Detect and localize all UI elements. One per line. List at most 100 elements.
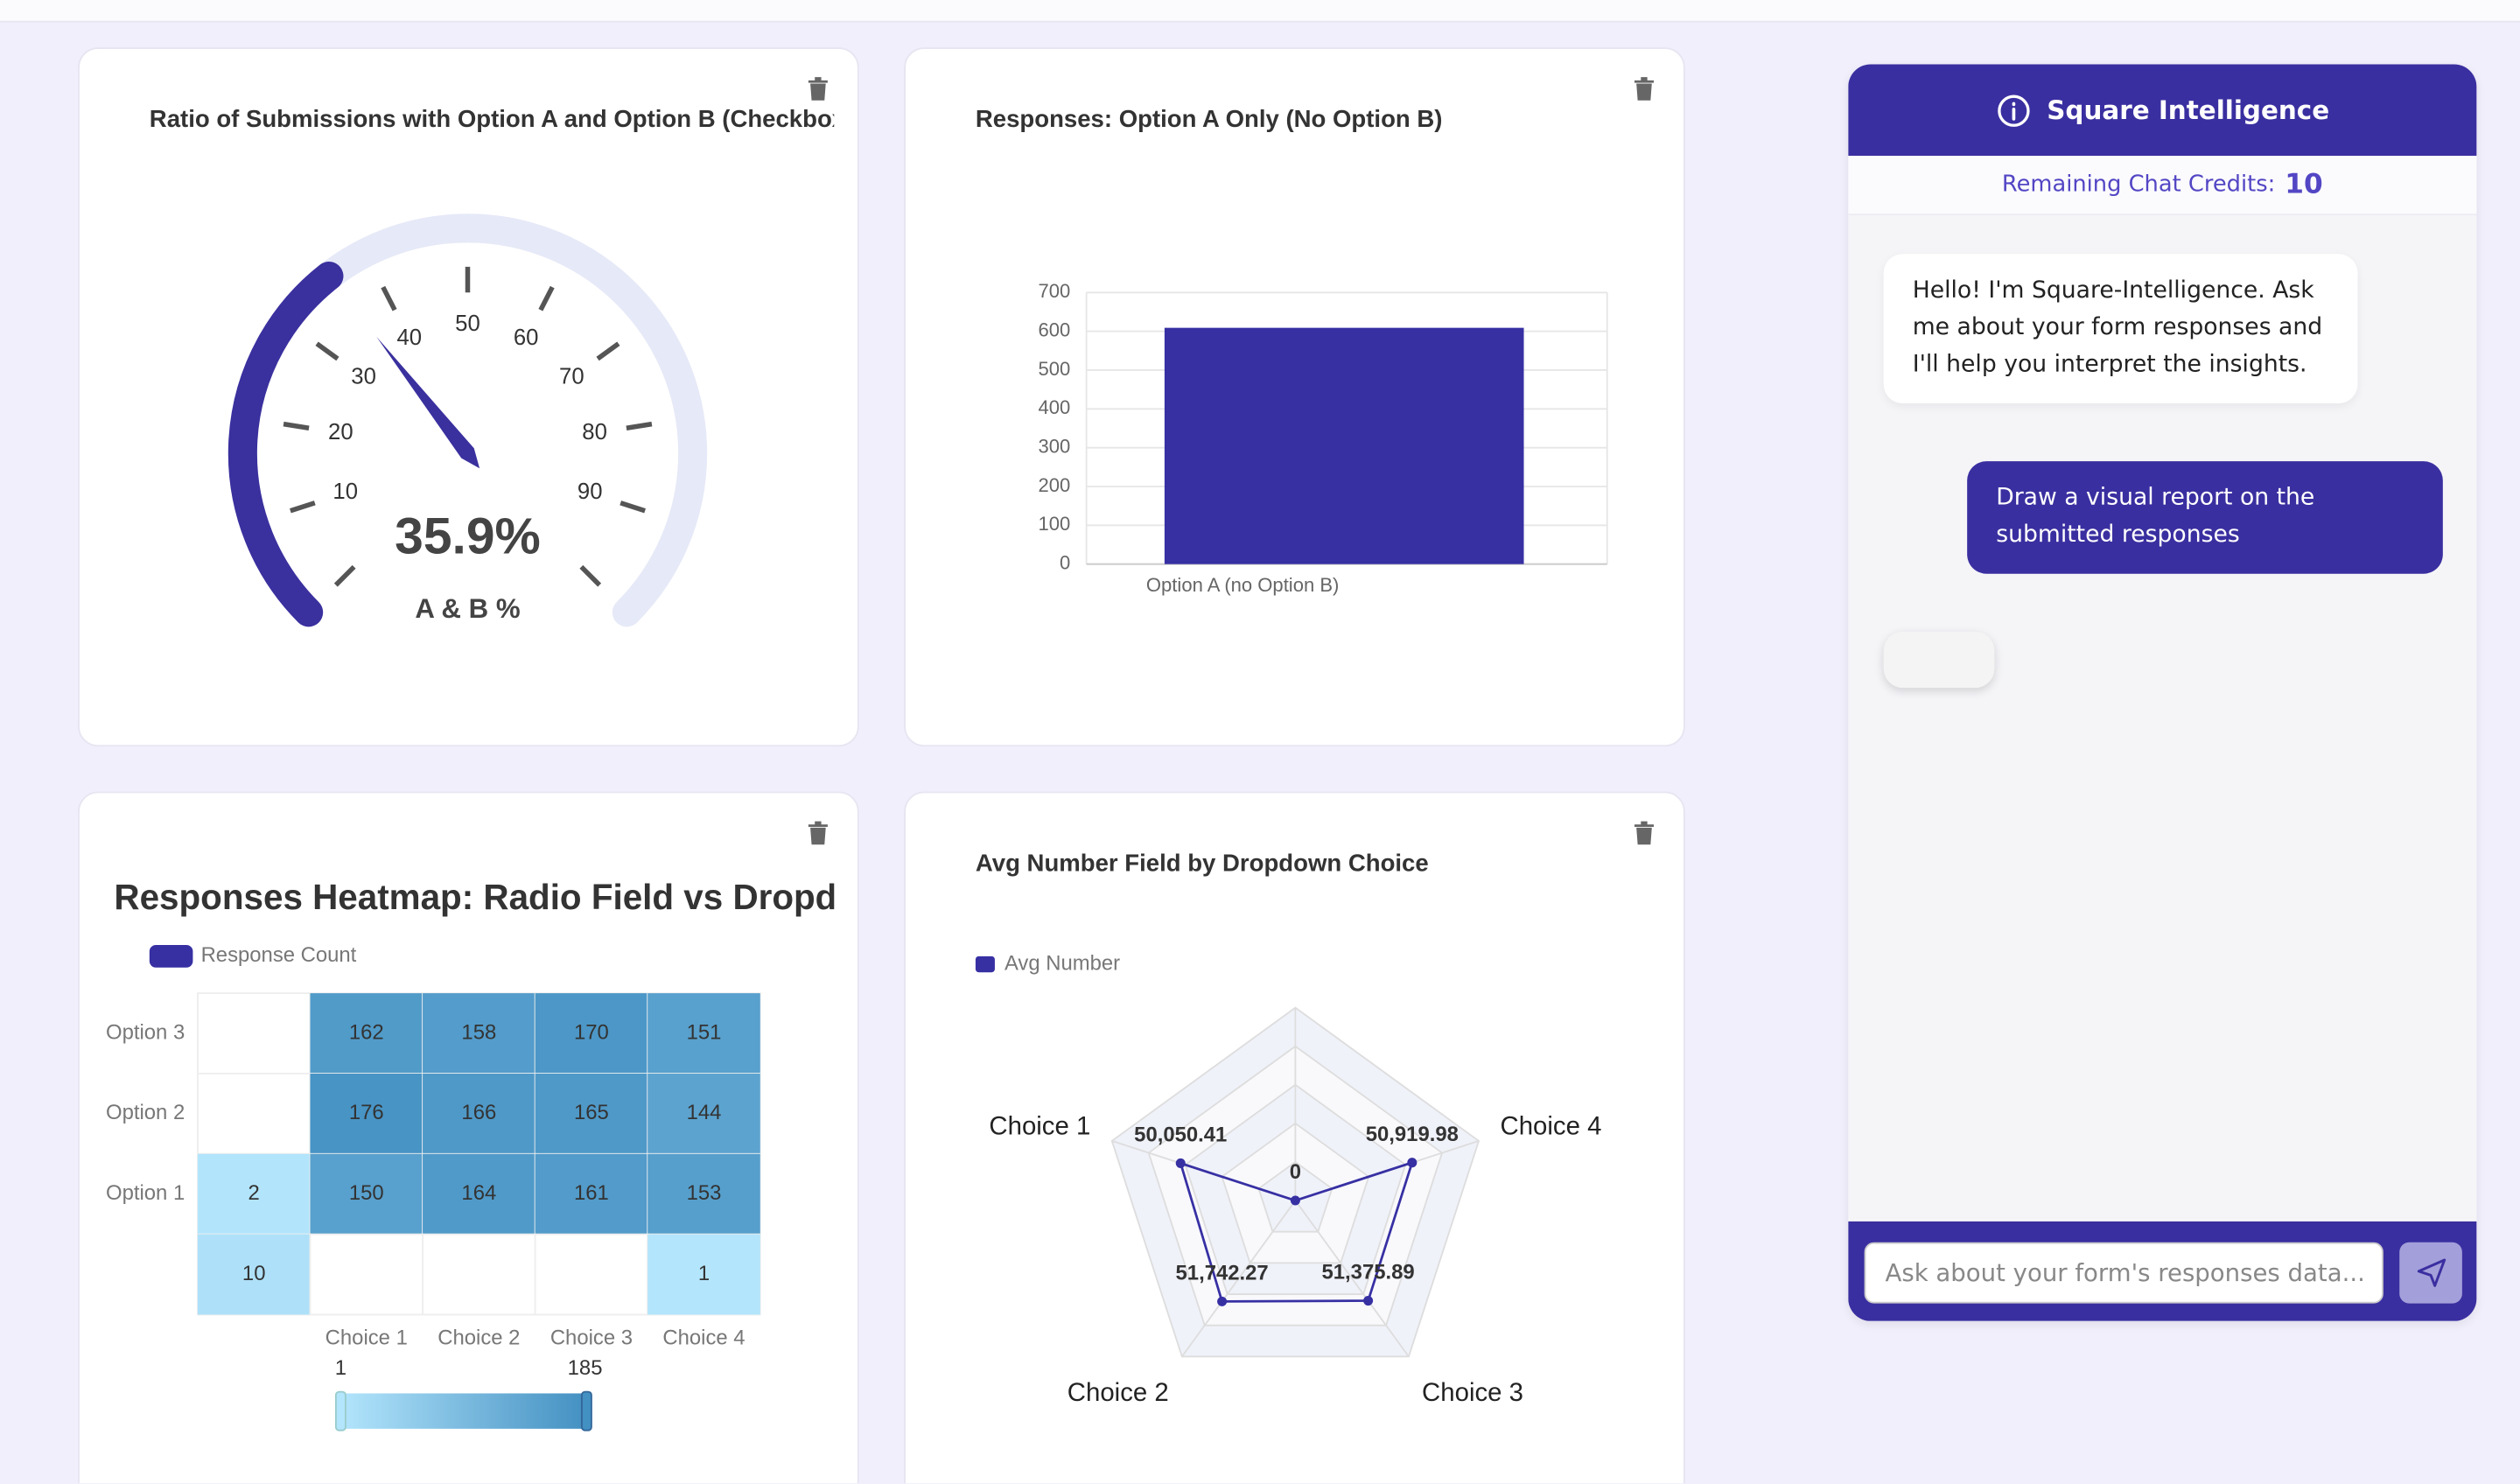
gauge-tick-label: 90 — [578, 480, 603, 504]
y-tick-label: 400 — [1038, 396, 1070, 418]
radar-point — [1290, 1195, 1300, 1206]
cell-label: 158 — [461, 1020, 496, 1044]
info-icon — [1997, 94, 2029, 127]
gauge-value: 35.9% — [395, 508, 541, 565]
gauge-tick — [283, 421, 310, 430]
cell-label: 176 — [349, 1101, 384, 1124]
heatmap-cell — [535, 1073, 648, 1154]
heatmap-cell — [310, 1153, 424, 1235]
indicator-label: Choice 4 — [1500, 1111, 1601, 1140]
cell-label: 2 — [248, 1181, 260, 1205]
gauge-needle — [376, 336, 480, 469]
credits-label: Remaining Chat Credits: — [2001, 172, 2276, 198]
y-tick-label: 0 — [1060, 552, 1070, 574]
cell-label: 10 — [242, 1262, 266, 1285]
indicator-label: Choice 3 — [1422, 1378, 1523, 1407]
visual-map-handle — [334, 1390, 346, 1432]
gauge-tick — [290, 500, 316, 514]
y-tick-label: 300 — [1038, 435, 1070, 457]
cell-label: 1 — [698, 1262, 710, 1285]
y-tick-label: Option 2 — [106, 1101, 185, 1124]
cell-label: 165 — [574, 1101, 609, 1124]
visual-map-handle — [580, 1390, 592, 1432]
heatmap-cell — [648, 1234, 760, 1315]
radar-axis — [1294, 1200, 1410, 1357]
gauge-tick-label: 30 — [351, 364, 376, 388]
card-title: Avg Number Field by Dropdown Choice — [976, 849, 1429, 876]
visual-map-bar — [340, 1393, 587, 1429]
chat-input[interactable]: Ask about your form's responses data... — [1864, 1242, 2384, 1304]
value-label: 50,919.98 — [1366, 1123, 1459, 1146]
gauge-tick-label: 20 — [328, 420, 354, 444]
gauge-tick-label: 70 — [559, 364, 584, 388]
heatmap-cell — [648, 1153, 760, 1235]
x-tick-label: Option A (no Option B) — [1146, 574, 1339, 596]
visual-map-max: 185 — [568, 1356, 603, 1380]
gauge-tick-label: 40 — [396, 326, 422, 350]
gauge-tick-label: 50 — [455, 312, 480, 336]
bar — [1164, 327, 1524, 564]
heatmap-cell-bg — [197, 992, 312, 1074]
typing-indicator — [1883, 631, 1995, 689]
heatmap-cell-bg — [422, 1233, 536, 1316]
x-tick-label: Choice 2 — [438, 1326, 520, 1349]
heatmap-cell — [648, 1073, 760, 1154]
heatmap-cell — [310, 1073, 424, 1154]
indicator-label: Choice 1 — [989, 1111, 1090, 1140]
heatmap-cell-bg — [534, 1233, 649, 1316]
legend-label: Response Count — [201, 943, 357, 967]
gauge-tick — [579, 564, 602, 587]
heatmap-cell — [197, 1153, 311, 1235]
heatmap-cell — [310, 993, 424, 1074]
x-tick-label: Choice 1 — [326, 1326, 408, 1349]
y-tick-label: 600 — [1038, 318, 1070, 340]
heatmap-cell-bg — [197, 1073, 312, 1155]
send-icon — [2416, 1258, 2446, 1287]
top-bar — [0, 0, 2520, 23]
gauge-tick-label: 80 — [582, 420, 607, 444]
heatmap-cell — [423, 993, 536, 1074]
gauge-tick — [538, 285, 555, 312]
gauge-tick-label: 60 — [514, 326, 539, 350]
y-tick-label: 100 — [1038, 513, 1070, 535]
x-tick-label: Choice 4 — [662, 1326, 745, 1349]
cell-label: 164 — [461, 1181, 496, 1205]
y-tick-label: 500 — [1038, 358, 1070, 380]
card — [78, 47, 859, 747]
cell-label: 150 — [349, 1181, 384, 1205]
credits-value: 10 — [2285, 168, 2323, 201]
radar-point — [1363, 1296, 1374, 1306]
card-title: Ratio of Submissions with Option A and O… — [150, 105, 853, 132]
gauge-progress — [228, 261, 344, 627]
x-tick-label: Choice 3 — [550, 1326, 633, 1349]
radar-point — [1175, 1158, 1186, 1168]
cell-label: 161 — [574, 1181, 609, 1205]
gauge-tick — [596, 341, 620, 361]
send-button[interactable] — [2399, 1242, 2462, 1304]
legend-label: Avg Number — [1004, 951, 1120, 975]
gauge-tick-label: 10 — [332, 480, 358, 504]
visual-map-min: 1 — [335, 1356, 346, 1380]
cell-label: 166 — [461, 1101, 496, 1124]
gauge-tick — [381, 285, 397, 312]
heatmap-cell — [423, 1073, 536, 1154]
y-tick-label: Option 3 — [106, 1020, 185, 1044]
chat-footer: Ask about your form's responses data... — [1848, 1221, 2477, 1321]
card-title: Responses Heatmap: Radio Field vs Dropdo… — [114, 877, 907, 917]
heatmap-cell-bg — [309, 1233, 424, 1316]
cell-label: 162 — [349, 1020, 384, 1044]
heatmap-cell — [648, 993, 760, 1074]
bot-message: Hello! I'm Square-Intelligence. Ask me a… — [1883, 254, 2358, 404]
gauge-detail: A & B % — [415, 593, 520, 624]
heatmap-cell — [535, 1153, 648, 1235]
value-label: 51,742.27 — [1176, 1261, 1269, 1284]
heatmap-cell — [535, 993, 648, 1074]
y-tick-label: 700 — [1038, 280, 1070, 302]
chat-header: Square Intelligence — [1848, 64, 2477, 157]
credits: Remaining Chat Credits: 10 — [1848, 156, 2477, 216]
radar-series — [1179, 1160, 1414, 1303]
cell-label: 170 — [574, 1020, 609, 1044]
